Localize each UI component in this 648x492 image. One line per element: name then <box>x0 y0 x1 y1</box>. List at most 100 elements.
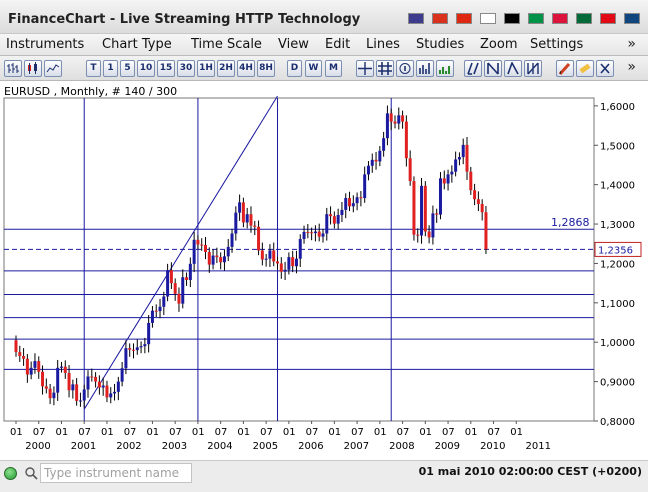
candle-body <box>435 213 439 215</box>
candle-body <box>109 393 113 398</box>
eraser-icon[interactable] <box>576 60 594 77</box>
study-icon[interactable] <box>436 60 454 77</box>
es-flag-icon[interactable] <box>432 13 448 24</box>
tr-flag-icon[interactable] <box>600 13 616 24</box>
x-month-label: 01 <box>283 427 296 438</box>
menu-zoom[interactable]: Zoom <box>480 37 518 52</box>
candle-body <box>97 381 101 388</box>
candle-body <box>329 214 333 217</box>
current-price-box <box>594 241 642 257</box>
candle-body <box>313 231 317 234</box>
timeframe-tick-button[interactable]: T <box>86 60 101 77</box>
candle-body <box>484 212 488 250</box>
toolbar-overflow-button[interactable]: » <box>627 59 636 75</box>
pt-flag-icon[interactable] <box>576 13 592 24</box>
x-month-label: 07 <box>397 427 410 438</box>
candle-body <box>408 158 412 182</box>
candle-body <box>412 181 416 235</box>
candle-body <box>427 231 431 238</box>
candle-body <box>158 306 162 312</box>
pl-flag-icon[interactable] <box>552 13 568 24</box>
candle-body <box>166 270 170 297</box>
timeframe-4h-button[interactable]: 4H <box>237 60 255 77</box>
menu-instruments[interactable]: Instruments <box>6 37 85 52</box>
menu-edit[interactable]: Edit <box>325 37 351 52</box>
menu-lines[interactable]: Lines <box>366 37 400 52</box>
candle-chart-icon[interactable] <box>24 60 42 77</box>
candle-body <box>397 115 401 124</box>
menu-view[interactable]: View <box>278 37 309 52</box>
candle-body <box>238 202 242 213</box>
timeframe-8h-button[interactable]: 8H <box>257 60 275 77</box>
timeframe-1m-button[interactable]: 1 <box>103 60 118 77</box>
cz-flag-icon[interactable] <box>624 13 640 24</box>
x-month-label: 07 <box>169 427 182 438</box>
menu-overflow-button[interactable]: » <box>627 36 636 52</box>
it-flag-icon[interactable] <box>528 13 544 24</box>
candle-body <box>317 231 321 237</box>
search-icon <box>24 465 38 484</box>
candle-body <box>29 367 33 375</box>
price-chart[interactable]: 1,6000 1,5000 1,4000 1,3000 1,2000 1,1000 1,00… <box>0 0 648 460</box>
bar-chart-icon[interactable] <box>4 60 22 77</box>
x-month-label: 01 <box>465 427 478 438</box>
timeframe-monthly-button[interactable]: M <box>325 60 342 77</box>
menu-settings[interactable]: Settings <box>530 37 584 52</box>
volume-icon[interactable] <box>416 60 434 77</box>
fan-icon[interactable] <box>484 60 502 77</box>
menu-chart-type[interactable]: Chart Type <box>102 37 172 52</box>
crosshair-icon[interactable] <box>356 60 374 77</box>
timeframe-15m-button[interactable]: 15 <box>157 60 175 77</box>
x-year-label: 2000 <box>25 441 50 452</box>
jp-flag-icon[interactable] <box>480 13 496 24</box>
candle-body <box>75 384 79 401</box>
grid-icon[interactable] <box>376 60 394 77</box>
toolbar: T 1 5 10 15 30 1H 2H 4H 8H D W M » <box>0 56 648 81</box>
cn-flag-icon[interactable] <box>456 13 472 24</box>
candle-body <box>272 250 276 262</box>
instrument-search-input[interactable] <box>40 463 192 483</box>
pencil-icon[interactable] <box>556 60 574 77</box>
candle-body <box>336 214 340 224</box>
candle-body <box>287 257 291 270</box>
info-icon[interactable] <box>396 60 414 77</box>
x-year-label: 2011 <box>526 441 551 452</box>
trendline-icon[interactable] <box>464 60 482 77</box>
menu-studies[interactable]: Studies <box>416 37 465 52</box>
timeframe-2h-button[interactable]: 2H <box>217 60 235 77</box>
x-year-label: 2004 <box>207 441 232 452</box>
timeframe-10m-button[interactable]: 10 <box>137 60 155 77</box>
delete-icon[interactable] <box>596 60 614 77</box>
candle-body <box>37 361 41 372</box>
x-month-label: 07 <box>260 427 273 438</box>
de-flag-icon[interactable] <box>504 13 520 24</box>
timeframe-weekly-button[interactable]: W <box>305 60 322 77</box>
candle-body <box>461 144 465 158</box>
fib-icon[interactable] <box>524 60 542 77</box>
us-flag-icon[interactable] <box>408 13 424 24</box>
x-month-label: 07 <box>442 427 455 438</box>
candle-body <box>169 270 173 284</box>
candle-body <box>211 255 215 265</box>
timeframe-1h-button[interactable]: 1H <box>197 60 215 77</box>
x-month-label: 07 <box>33 427 46 438</box>
candle-body <box>25 358 29 375</box>
timeframe-daily-button[interactable]: D <box>287 60 302 77</box>
line-chart-icon[interactable] <box>44 60 62 77</box>
x-month-label: 01 <box>10 427 23 438</box>
candle-body <box>325 214 329 234</box>
menu-time-scale[interactable]: Time Scale <box>191 37 262 52</box>
channel-icon[interactable] <box>504 60 522 77</box>
candle-body <box>222 256 226 263</box>
current-price-label: 1,2356 <box>598 245 633 256</box>
language-flags <box>408 13 640 24</box>
candle-body <box>420 185 424 236</box>
x-month-label: 01 <box>101 427 114 438</box>
candle-body <box>374 159 378 162</box>
candle-body <box>56 367 60 393</box>
x-year-label: 2008 <box>389 441 414 452</box>
timeframe-30m-button[interactable]: 30 <box>177 60 195 77</box>
timeframe-5m-button[interactable]: 5 <box>120 60 135 77</box>
x-month-label: 01 <box>146 427 159 438</box>
candle-body <box>41 371 45 387</box>
